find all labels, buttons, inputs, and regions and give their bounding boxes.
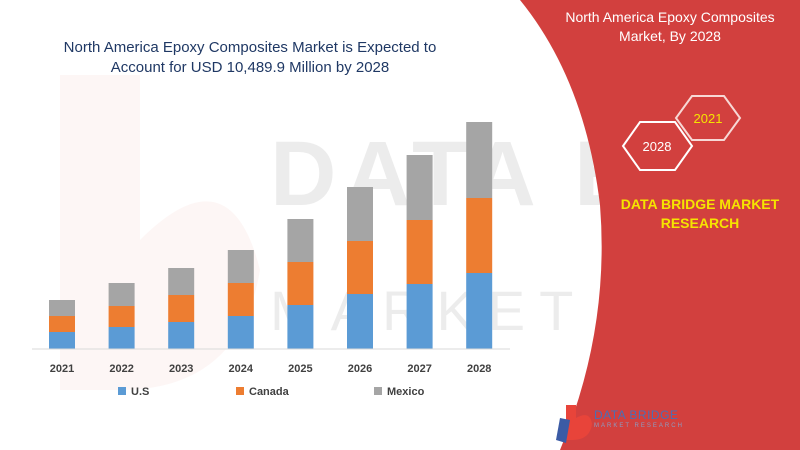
bar-2024-u-s	[227, 316, 254, 349]
hex-year-back: 2021	[694, 111, 723, 126]
bar-2021-canada	[49, 316, 75, 332]
legend: U.S Canada Mexico	[118, 386, 425, 398]
legend-swatch-canada	[236, 387, 244, 395]
bar-2026-u-s	[347, 294, 373, 349]
x-tick-label-2021: 2021	[50, 363, 74, 375]
bar-2022-u-s	[108, 327, 135, 349]
bar-2027-canada	[406, 220, 433, 284]
legend-swatch-u-s	[118, 387, 126, 395]
x-tick-label-2027: 2027	[407, 363, 431, 375]
chart-title: North America Epoxy Composites Market is…	[40, 38, 460, 78]
legend-label-canada: Canada	[249, 386, 290, 398]
bar-2022-canada	[108, 306, 135, 327]
bar-2028-mexico	[466, 122, 493, 198]
x-tick-label-2026: 2026	[348, 363, 372, 375]
bar-2028-canada	[466, 198, 493, 273]
side-panel-title-line2: Market, By 2028	[619, 28, 721, 44]
legend-swatch-mexico	[374, 387, 382, 395]
brand-text-line2: RESEARCH	[660, 215, 740, 231]
bar-2023-u-s	[168, 322, 195, 349]
bar-2028-u-s	[466, 273, 493, 349]
x-axis-tick-labels: 2021 2022 2023 2024 2025 2026 2027 2028	[50, 363, 492, 375]
logo-name: DATA BRIDGE	[594, 408, 679, 422]
logo-subtitle: MARKET RESEARCH	[594, 423, 684, 429]
bar-2025-u-s	[287, 305, 314, 349]
bar-2027-mexico	[406, 155, 433, 220]
plot-area	[49, 122, 493, 349]
side-panel-title: North America Epoxy Composites Market, B…	[560, 8, 780, 46]
x-tick-label-2023: 2023	[169, 363, 193, 375]
bar-2026-mexico	[347, 187, 373, 241]
bar-2024-mexico	[227, 250, 254, 283]
x-tick-label-2022: 2022	[109, 363, 133, 375]
chart-title-line2: Account for USD 10,489.9 Million by 2028	[110, 59, 390, 76]
brand-text: DATA BRIDGE MARKET RESEARCH	[610, 195, 790, 233]
bar-2025-canada	[287, 262, 314, 305]
hexagon-back	[674, 95, 742, 141]
brand-text-line1: DATA BRIDGE MARKET	[620, 196, 780, 212]
bar-2021-mexico	[49, 300, 75, 316]
chart-title-line1: North America Epoxy Composites Market is…	[63, 39, 437, 56]
side-panel-title-line1: North America Epoxy Composites	[565, 9, 775, 25]
bar-2024-canada	[227, 283, 254, 316]
bar-2022-mexico	[108, 283, 135, 306]
bar-2023-mexico	[168, 268, 195, 295]
x-tick-label-2028: 2028	[467, 363, 491, 375]
legend-label-u-s: U.S	[131, 386, 149, 398]
hex-year-front: 2028	[643, 139, 672, 154]
hexagon-front	[621, 121, 694, 171]
x-tick-label-2025: 2025	[288, 363, 312, 375]
bar-2021-u-s	[49, 332, 75, 349]
bar-2027-u-s	[406, 284, 433, 349]
side-panel	[520, 0, 800, 450]
legend-label-mexico: Mexico	[387, 386, 425, 398]
bar-2023-canada	[168, 295, 195, 322]
bar-2026-canada	[347, 241, 373, 294]
bar-2025-mexico	[287, 219, 314, 262]
x-tick-label-2024: 2024	[229, 363, 254, 375]
data-bridge-logo-icon	[556, 405, 592, 443]
